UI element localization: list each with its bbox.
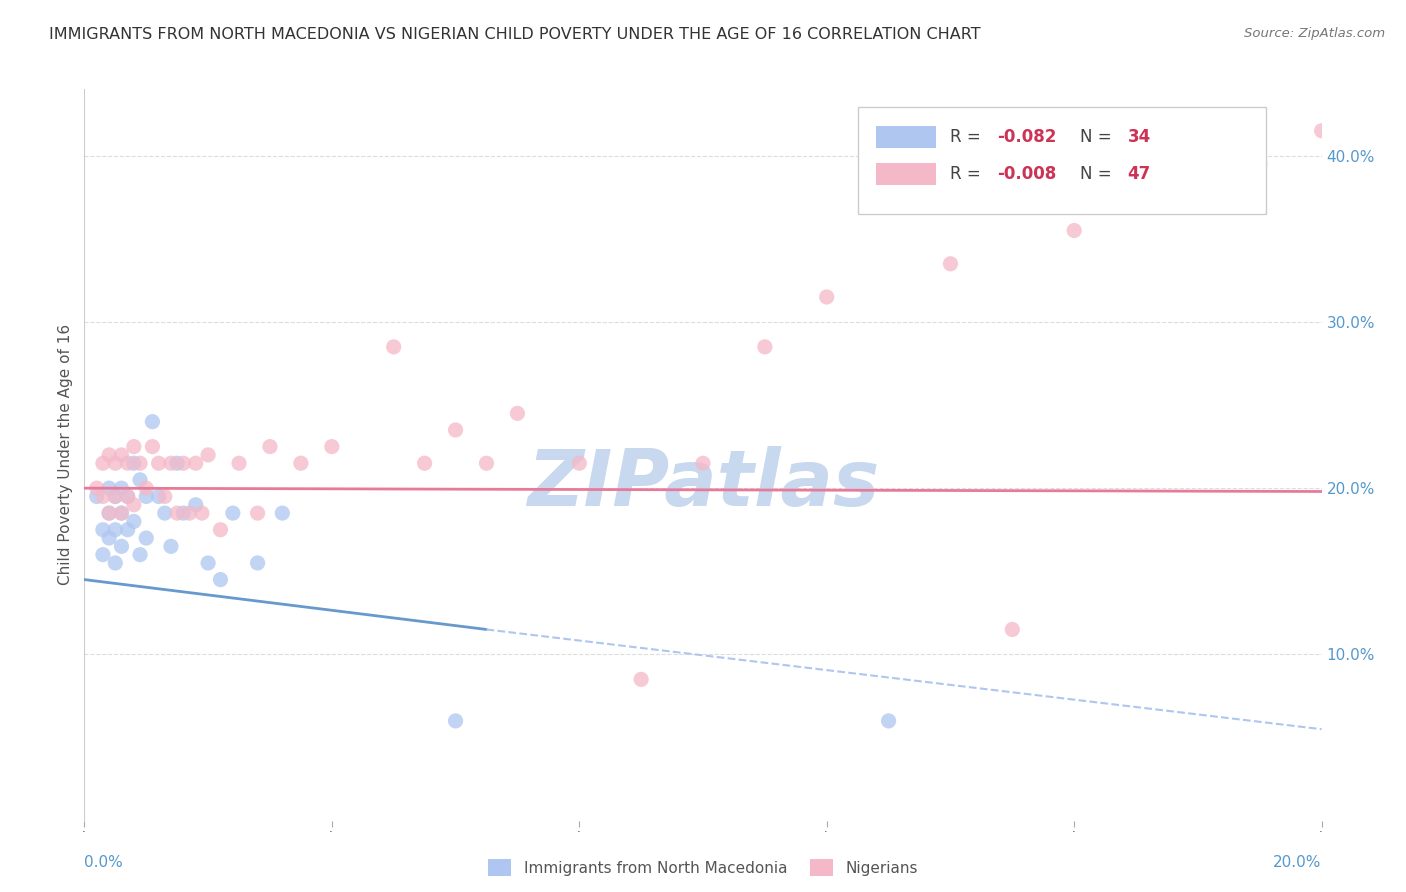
Point	[122, 498, 145, 512]
Legend: Immigrants from North Macedonia, Nigerians: Immigrants from North Macedonia, Nigeria…	[482, 853, 924, 882]
Point	[413, 456, 436, 470]
Point	[122, 440, 145, 454]
Point	[104, 490, 127, 504]
Text: 47: 47	[1128, 165, 1150, 183]
Text: N =: N =	[1080, 165, 1118, 183]
FancyBboxPatch shape	[876, 163, 935, 185]
Point	[104, 556, 127, 570]
Point	[129, 473, 152, 487]
Point	[104, 523, 127, 537]
Point	[382, 340, 405, 354]
Point	[160, 539, 183, 553]
Point	[91, 523, 114, 537]
Text: R =: R =	[950, 128, 987, 145]
Point	[222, 506, 245, 520]
Point	[148, 490, 170, 504]
Point	[444, 423, 467, 437]
Text: N =: N =	[1080, 128, 1118, 145]
Point	[166, 506, 188, 520]
Point	[135, 490, 157, 504]
Point	[86, 490, 108, 504]
Point	[1125, 190, 1147, 204]
Point	[153, 506, 176, 520]
Point	[117, 490, 139, 504]
FancyBboxPatch shape	[858, 108, 1265, 213]
Point	[321, 440, 343, 454]
Point	[98, 506, 121, 520]
Point	[259, 440, 281, 454]
Point	[135, 531, 157, 545]
Point	[568, 456, 591, 470]
Point	[160, 456, 183, 470]
Point	[246, 506, 269, 520]
Point	[122, 515, 145, 529]
Point	[110, 448, 132, 462]
Point	[110, 481, 132, 495]
Point	[98, 506, 121, 520]
Point	[104, 490, 127, 504]
Point	[191, 506, 214, 520]
Point	[172, 456, 194, 470]
Point	[1001, 623, 1024, 637]
Point	[117, 523, 139, 537]
Point	[110, 506, 132, 520]
Point	[110, 506, 132, 520]
Point	[1249, 157, 1271, 171]
Point	[117, 490, 139, 504]
Point	[141, 415, 163, 429]
Point	[166, 456, 188, 470]
Point	[939, 257, 962, 271]
Point	[444, 714, 467, 728]
Point	[91, 456, 114, 470]
Point	[141, 440, 163, 454]
Point	[209, 523, 232, 537]
Point	[148, 456, 170, 470]
Point	[122, 456, 145, 470]
Point	[630, 673, 652, 687]
Text: 20.0%: 20.0%	[1274, 855, 1322, 870]
Text: -0.008: -0.008	[997, 165, 1057, 183]
Y-axis label: Child Poverty Under the Age of 16: Child Poverty Under the Age of 16	[58, 325, 73, 585]
Point	[290, 456, 312, 470]
Text: -0.082: -0.082	[997, 128, 1057, 145]
Point	[129, 456, 152, 470]
Text: Source: ZipAtlas.com: Source: ZipAtlas.com	[1244, 27, 1385, 40]
Point	[877, 714, 900, 728]
Point	[692, 456, 714, 470]
Point	[129, 548, 152, 562]
Point	[184, 456, 207, 470]
Point	[98, 481, 121, 495]
Point	[91, 548, 114, 562]
Point	[506, 406, 529, 420]
Point	[98, 448, 121, 462]
Point	[86, 481, 108, 495]
Point	[104, 456, 127, 470]
Point	[110, 539, 132, 553]
Point	[98, 531, 121, 545]
Point	[228, 456, 250, 470]
Point	[197, 556, 219, 570]
Point	[1063, 223, 1085, 237]
Point	[153, 490, 176, 504]
Point	[1310, 124, 1333, 138]
Point	[815, 290, 838, 304]
Point	[135, 481, 157, 495]
FancyBboxPatch shape	[876, 126, 935, 148]
Text: IMMIGRANTS FROM NORTH MACEDONIA VS NIGERIAN CHILD POVERTY UNDER THE AGE OF 16 CO: IMMIGRANTS FROM NORTH MACEDONIA VS NIGER…	[49, 27, 981, 42]
Text: 0.0%: 0.0%	[84, 855, 124, 870]
Point	[117, 456, 139, 470]
Text: R =: R =	[950, 165, 987, 183]
Point	[271, 506, 294, 520]
Point	[91, 490, 114, 504]
Point	[246, 556, 269, 570]
Point	[172, 506, 194, 520]
Point	[197, 448, 219, 462]
Point	[754, 340, 776, 354]
Point	[184, 498, 207, 512]
Text: 34: 34	[1128, 128, 1150, 145]
Text: ZIPatlas: ZIPatlas	[527, 446, 879, 522]
Point	[209, 573, 232, 587]
Point	[475, 456, 498, 470]
Point	[179, 506, 201, 520]
